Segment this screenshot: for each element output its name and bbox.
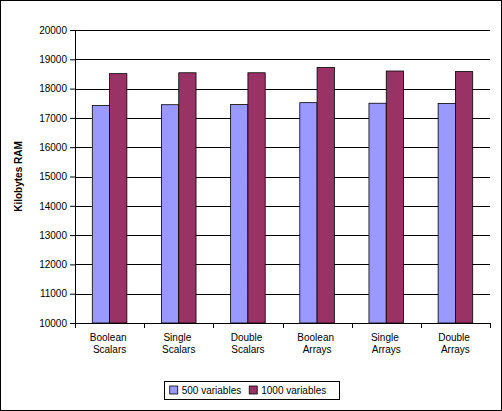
grid-line bbox=[75, 264, 490, 265]
legend-frame bbox=[165, 382, 340, 400]
legend-label: 1000 variables bbox=[261, 385, 326, 396]
x-tick-label: Single Scalars bbox=[162, 332, 195, 355]
y-tick-label: 13000 bbox=[39, 230, 67, 241]
y-tick-mark bbox=[70, 89, 75, 90]
y-tick-label: 16000 bbox=[39, 142, 67, 153]
y-tick-mark bbox=[70, 323, 75, 324]
y-tick-label: 17000 bbox=[39, 113, 67, 124]
x-labels: Boolean Scalars Single Scalars Double Scal… bbox=[90, 332, 473, 355]
grid-line bbox=[75, 118, 490, 119]
grid-line bbox=[75, 206, 490, 207]
x-tick-label: Boolean Arrays bbox=[297, 332, 336, 355]
y-tick-label: 19000 bbox=[39, 54, 67, 65]
category-divider bbox=[213, 323, 214, 328]
grid-line bbox=[75, 147, 490, 148]
chart: 10000 11000 12000 13000 14000 15000 16000 17000… bbox=[0, 0, 502, 411]
y-tick: 15000 bbox=[39, 171, 75, 182]
y-tick-label: 14000 bbox=[39, 201, 67, 212]
x-tick-label: Boolean Scalars bbox=[90, 332, 129, 355]
category-divider bbox=[75, 323, 76, 328]
y-tick-label: 11000 bbox=[40, 288, 68, 299]
bar bbox=[231, 104, 248, 323]
y-tick-mark bbox=[70, 294, 75, 295]
bars bbox=[92, 68, 472, 323]
x-axis-line bbox=[75, 323, 490, 324]
bar bbox=[161, 105, 178, 323]
grid-line bbox=[75, 30, 490, 31]
y-tick: 17000 bbox=[39, 113, 75, 124]
grid-line bbox=[75, 59, 490, 60]
chart-border bbox=[1, 1, 502, 411]
y-tick-mark bbox=[70, 235, 75, 236]
legend-label: 500 variables bbox=[182, 385, 241, 396]
bar bbox=[438, 104, 455, 323]
legend-swatch bbox=[170, 386, 178, 394]
y-tick-label: 18000 bbox=[39, 83, 67, 94]
y-tick-label: 20000 bbox=[39, 25, 67, 36]
y-tick: 12000 bbox=[39, 259, 75, 270]
x-tick-label: Double Scalars bbox=[231, 332, 265, 355]
plot: 10000 11000 12000 13000 14000 15000 16000 17000… bbox=[39, 25, 490, 355]
y-tick: 20000 bbox=[39, 25, 75, 36]
y-tick-label: 10000 bbox=[39, 318, 67, 329]
category-divider bbox=[283, 323, 284, 328]
y-tick: 14000 bbox=[39, 201, 75, 212]
bar bbox=[369, 103, 386, 323]
bar bbox=[317, 68, 334, 323]
y-tick: 16000 bbox=[39, 142, 75, 153]
category-divider bbox=[421, 323, 422, 328]
legend-swatch bbox=[249, 386, 257, 394]
category-divider bbox=[352, 323, 353, 328]
x-tick-label: Single Arrays bbox=[371, 332, 402, 355]
grid-line bbox=[75, 323, 490, 324]
y-tick-mark bbox=[70, 30, 75, 31]
legend: 500 variables 1000 variables bbox=[165, 382, 340, 400]
y-tick-mark bbox=[70, 147, 75, 148]
y-tick-label: 15000 bbox=[39, 171, 67, 182]
y-tick-mark bbox=[70, 206, 75, 207]
y-axis-title: Kilobytes RAM bbox=[13, 141, 24, 212]
grid bbox=[75, 31, 490, 324]
y-tick: 10000 bbox=[39, 318, 75, 329]
y-tick-label: 12000 bbox=[39, 259, 67, 270]
bar bbox=[248, 73, 265, 323]
y-tick-mark bbox=[70, 118, 75, 119]
y-tick: 19000 bbox=[39, 54, 75, 65]
category-divider bbox=[144, 323, 145, 328]
y-axis-line bbox=[75, 31, 76, 324]
bar bbox=[300, 103, 317, 323]
category-divider bbox=[490, 323, 491, 328]
y-tick: 13000 bbox=[39, 230, 75, 241]
x-tick-label: Double Arrays bbox=[438, 332, 472, 355]
y-tick-mark bbox=[70, 59, 75, 60]
y-tick: 11000 bbox=[40, 288, 75, 299]
y-tick-mark bbox=[70, 264, 75, 265]
bar bbox=[179, 73, 196, 323]
bar bbox=[386, 71, 403, 323]
grid-line bbox=[75, 89, 490, 90]
y-axis: 10000 11000 12000 13000 14000 15000 16000 17000… bbox=[39, 25, 75, 329]
bar bbox=[92, 106, 109, 323]
y-tick: 18000 bbox=[39, 83, 75, 94]
y-tick-mark bbox=[70, 177, 75, 178]
grid-line bbox=[75, 294, 490, 295]
bar bbox=[110, 74, 127, 323]
grid-line bbox=[75, 177, 490, 178]
grid-line bbox=[75, 235, 490, 236]
bar bbox=[455, 72, 472, 323]
